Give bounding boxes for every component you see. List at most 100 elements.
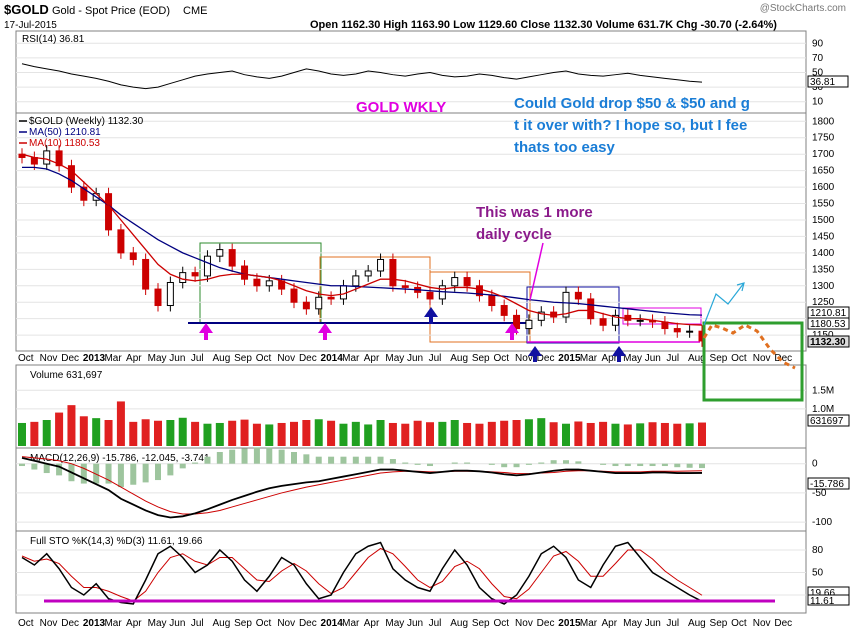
x-axis-label: 2014: [321, 618, 344, 629]
macd-histogram-bar: [600, 463, 607, 465]
x-axis-label: May: [148, 618, 167, 629]
macd-histogram-bar: [686, 463, 693, 468]
rsi-line: [21, 63, 703, 90]
macd-histogram-bar: [699, 463, 705, 469]
candle: [377, 258, 385, 272]
candle: [686, 330, 694, 333]
x-axis-label: Apr: [126, 618, 142, 629]
x-axis-label: Sep: [472, 618, 490, 629]
annotation-title: GOLD WKLY: [356, 99, 446, 116]
x-axis-label: Nov: [277, 618, 295, 629]
macd-histogram-bar: [93, 463, 100, 484]
x-axis-label: Dec: [774, 618, 792, 629]
volume-bar: [401, 423, 410, 446]
candle: [30, 156, 38, 165]
x-axis-label: Nov: [753, 353, 771, 364]
candle: [389, 258, 397, 287]
macd-histogram-bar: [550, 460, 557, 464]
candle: [500, 305, 508, 316]
volume-bar: [55, 412, 64, 446]
legend-entry: MA(50) 1210.81: [29, 127, 101, 138]
x-axis-label: May: [623, 353, 642, 364]
x-axis-label: Dec: [61, 353, 79, 364]
volume-bar: [450, 420, 459, 446]
volume-bar: [660, 422, 669, 446]
symbol: $GOLD: [4, 2, 49, 17]
macd-histogram-bar: [525, 463, 532, 465]
macd-histogram-bar: [661, 463, 668, 467]
price-last-value: 1180.53: [810, 319, 846, 330]
candle: [574, 291, 582, 300]
price-tick-label: 1800: [812, 116, 835, 127]
macd-histogram-bar: [192, 462, 199, 464]
price-last-value: 1132.30: [810, 337, 846, 348]
volume-bar: [636, 423, 645, 446]
x-axis-label: Jun: [645, 353, 661, 364]
macd-histogram-bar: [56, 463, 63, 476]
x-axis-label: Mar: [580, 353, 598, 364]
macd-last-box: [807, 477, 850, 490]
volume-bar: [116, 401, 125, 446]
macd-histogram-bar: [575, 461, 582, 464]
x-axis-label: Oct: [18, 353, 34, 364]
volume-bar: [339, 423, 348, 446]
rsi-last-value: 36.81: [810, 77, 835, 88]
volume-last-box: [807, 414, 850, 427]
x-axis-label: Sep: [234, 353, 252, 364]
consolidation-box-4: [526, 286, 620, 344]
volume-bar: [277, 422, 286, 446]
macd-histogram-bar: [674, 463, 681, 468]
arrow-up-icon-blue-2: [528, 346, 542, 362]
macd-tick-label: 0: [812, 459, 818, 470]
x-axis-label: Aug: [450, 353, 468, 364]
x-axis-label: Jul: [666, 353, 679, 364]
volume-bar: [512, 420, 521, 446]
sto-tick-label: 50: [812, 568, 824, 579]
candle: [43, 150, 51, 165]
x-axis-label: Jun: [645, 618, 661, 629]
price-tick-label: 1350: [812, 264, 835, 275]
macd-histogram-bar: [266, 447, 273, 464]
volume-last-value: 631697: [810, 416, 844, 427]
x-axis-label: 2015: [558, 353, 581, 364]
annotation-pointer: [529, 242, 544, 301]
x-axis-label: May: [148, 353, 167, 364]
projection-up-path: [703, 282, 745, 326]
macd-histogram-bar: [303, 454, 310, 464]
candle: [80, 186, 88, 201]
rsi-tick-label: 90: [812, 38, 824, 49]
x-axis-label: Apr: [602, 353, 618, 364]
x-axis-label: 2014: [321, 353, 344, 364]
candle: [216, 249, 224, 257]
x-axis-label: Dec: [537, 353, 555, 364]
sto-title: Full STO %K(14,3) %D(3) 11.61, 19.66: [30, 536, 203, 547]
macd-histogram-bar: [241, 448, 248, 464]
x-axis-label: 2013: [83, 353, 106, 364]
candle: [142, 258, 150, 290]
macd-histogram-bar: [155, 463, 161, 481]
macd-histogram-bar: [637, 463, 644, 467]
arrow-up-icon-pink-3: [505, 323, 519, 340]
price-last-box: [807, 335, 850, 348]
macd-histogram-bar: [31, 463, 38, 470]
macd-histogram-bar: [105, 463, 112, 484]
candle: [611, 314, 619, 326]
x-axis-label: Oct: [731, 618, 747, 629]
volume-bar: [302, 420, 311, 446]
macd-histogram-bar: [464, 462, 471, 464]
volume-bar: [327, 420, 336, 446]
macd-histogram-bar: [204, 456, 211, 464]
candle: [475, 285, 483, 297]
volume-bar: [18, 422, 26, 446]
candle: [315, 296, 323, 310]
x-axis-label: Jul: [191, 618, 204, 629]
sto-last-box: [807, 594, 850, 606]
macd-histogram-bar: [142, 463, 149, 483]
volume-bar: [252, 423, 261, 446]
macd-histogram-bar: [216, 452, 223, 464]
x-axis-label: Oct: [256, 353, 272, 364]
x-axis-label: Dec: [299, 618, 317, 629]
price-tick-label: 1450: [812, 231, 835, 242]
macd-signal-line: [21, 456, 703, 515]
candle: [463, 277, 471, 287]
